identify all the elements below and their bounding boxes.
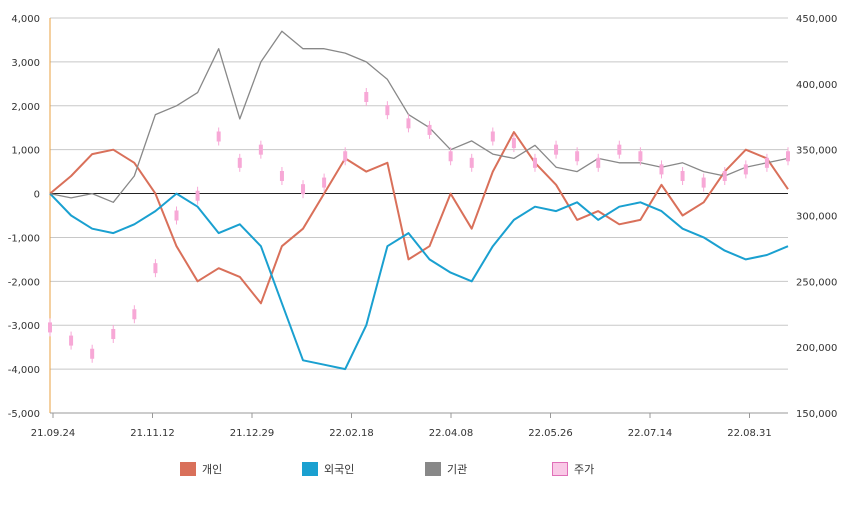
price-candle (638, 151, 643, 162)
legend-label-individual: 개인 (202, 463, 223, 476)
price-candle (343, 151, 348, 162)
price-candle (511, 138, 516, 149)
price-candle (90, 348, 95, 359)
price-candle (237, 157, 242, 168)
series-line-2 (49, 30, 789, 203)
y-left-tick-label: -3,000 (8, 321, 40, 332)
price-candle (364, 92, 369, 102)
price-candle (554, 144, 559, 155)
price-candle (153, 263, 158, 274)
price-candle (48, 322, 52, 333)
series-line-0 (49, 131, 789, 305)
legend-swatch-stock-price (552, 462, 568, 476)
x-tick-label: 21.11.12 (130, 428, 175, 439)
legend-item-foreign[interactable]: 외국인 (302, 458, 354, 480)
y-right-tick-label: 250,000 (796, 277, 837, 288)
price-candle (722, 171, 727, 181)
legend-swatch-foreign (302, 462, 318, 476)
legend-item-institution[interactable]: 기관 (425, 458, 467, 480)
x-tick-label: 22.07.14 (628, 428, 673, 439)
y-left-tick-label: 1,000 (11, 146, 40, 157)
legend-label-institution: 기관 (447, 463, 468, 476)
price-candle (596, 157, 601, 168)
price-candle (701, 177, 706, 188)
price-candle (786, 151, 790, 162)
x-tick-label: 22.08.31 (727, 428, 772, 439)
price-candle (659, 164, 664, 175)
y-right-tick-label: 450,000 (796, 14, 837, 25)
price-candle (617, 144, 622, 155)
price-candle (469, 157, 474, 168)
price-candle (448, 151, 453, 162)
price-candle (680, 171, 685, 181)
y-right-tick-label: 300,000 (796, 212, 837, 223)
y-right-tick-label: 350,000 (796, 146, 837, 157)
price-candle (132, 309, 137, 320)
legend: 개인 외국인 기관 주가 (0, 458, 854, 480)
price-candle (279, 171, 284, 181)
y-left-tick-label: -2,000 (8, 277, 40, 288)
x-tick-label: 21.09.24 (31, 428, 76, 439)
legend-item-individual[interactable]: 개인 (180, 458, 222, 480)
price-candle (764, 157, 769, 168)
y-left-tick-label: -4,000 (8, 365, 40, 376)
price-candle (195, 190, 200, 201)
series-line-1 (49, 192, 789, 371)
price-candle (385, 105, 390, 116)
price-candle (216, 131, 221, 142)
price-candle (301, 184, 306, 195)
price-candle (406, 118, 411, 129)
y-left-tick-label: -5,000 (8, 409, 40, 420)
price-candle (532, 157, 537, 168)
legend-item-stock-price[interactable]: 주가 (552, 458, 594, 480)
price-candle (174, 210, 179, 221)
legend-label-stock-price: 주가 (574, 463, 595, 476)
y-left-tick-label: 2,000 (11, 102, 40, 113)
y-left-tick-label: 3,000 (11, 58, 40, 69)
x-tick-label: 22.05.26 (528, 428, 573, 439)
price-candle (258, 144, 263, 155)
y-left-tick-label: 4,000 (11, 14, 40, 25)
price-candle (743, 164, 748, 175)
y-right-tick-label: 150,000 (796, 409, 837, 420)
price-candle (575, 151, 580, 162)
x-tick-label: 22.04.08 (429, 428, 474, 439)
y-left-tick-label: 0 (34, 190, 40, 201)
price-candle (490, 131, 495, 142)
y-right-tick-label: 400,000 (796, 80, 837, 91)
legend-label-foreign: 외국인 (324, 463, 355, 476)
legend-swatch-institution (425, 462, 441, 476)
price-candle (69, 335, 74, 346)
y-left-tick-label: -1,000 (8, 233, 40, 244)
price-candle (111, 329, 116, 339)
y-right-tick-label: 200,000 (796, 343, 837, 354)
legend-swatch-individual (180, 462, 196, 476)
x-tick-label: 22.02.18 (329, 428, 374, 439)
price-candle (322, 177, 327, 188)
price-candle (427, 124, 432, 135)
x-tick-label: 21.12.29 (230, 428, 275, 439)
